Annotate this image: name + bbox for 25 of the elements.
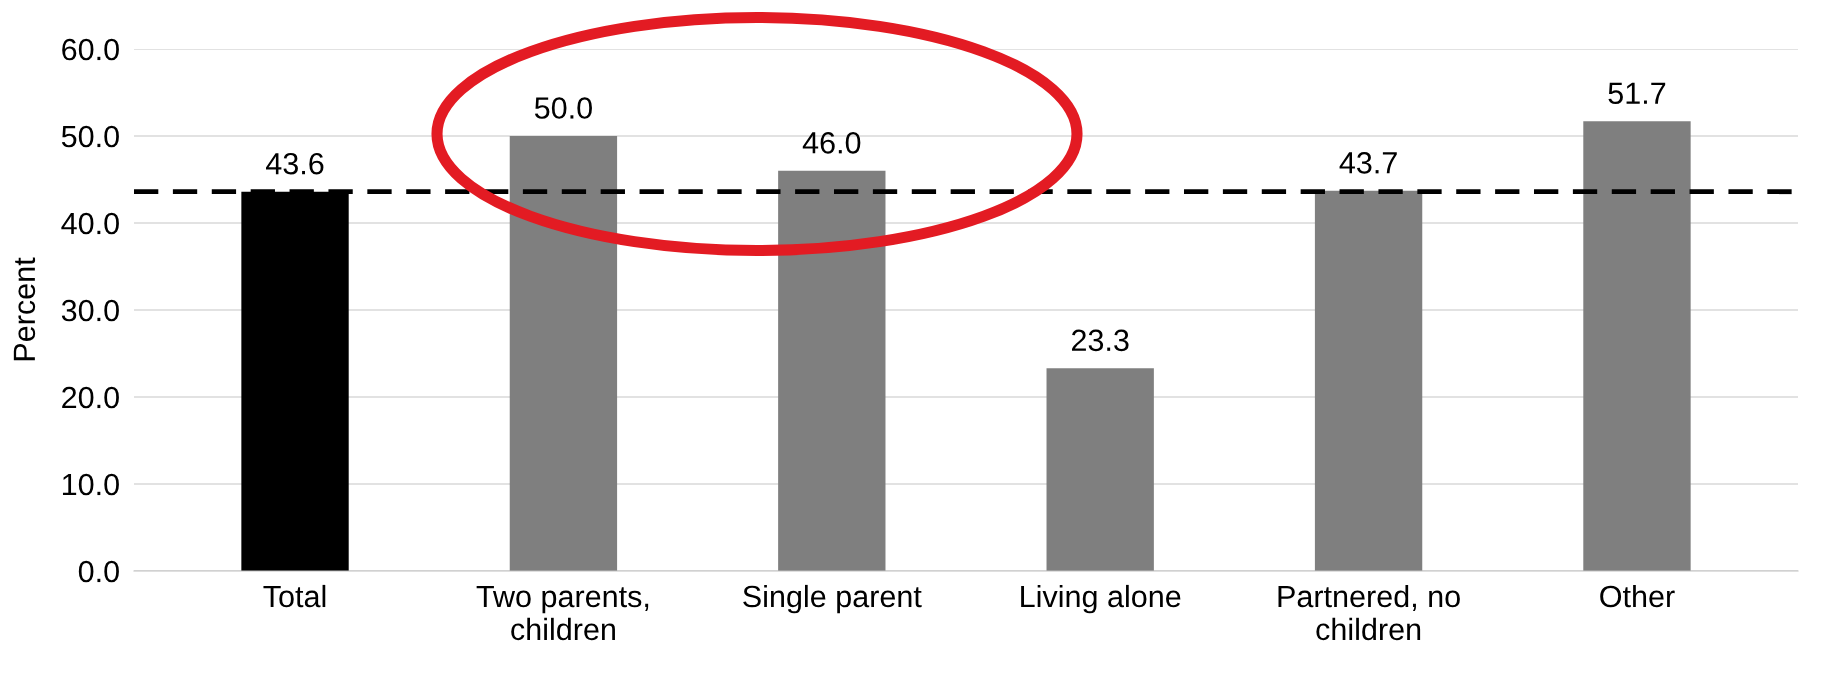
y-axis-title: Percent [13, 257, 36, 361]
bar [1314, 190, 1423, 571]
data-label: 51.7 [1608, 82, 1666, 105]
x-tick-label: Single parent [743, 584, 922, 614]
x-tick-label: Partnered, no children [1278, 584, 1460, 641]
y-tick-label: 30.0 [61, 299, 119, 322]
data-label: 43.7 [1339, 152, 1397, 174]
y-tick-label: 20.0 [62, 386, 119, 409]
y-tick-label: 10.0 [62, 473, 119, 496]
bar [509, 136, 618, 571]
x-tick-label: Living alone [1021, 584, 1181, 614]
data-label: 50.0 [534, 97, 592, 119]
bar [1046, 368, 1154, 571]
data-label: 46.0 [802, 132, 861, 154]
y-tick-label: 40.0 [61, 212, 119, 235]
x-tick-label: Total [263, 584, 326, 608]
y-tick-label: 50.0 [61, 125, 119, 148]
y-tick-label: 60.0 [62, 38, 119, 61]
data-label: 43.6 [266, 152, 324, 175]
bar [778, 170, 886, 571]
data-label: 23.3 [1072, 329, 1129, 352]
y-tick-label: 0.0 [78, 560, 119, 583]
x-tick-label: Other [1600, 584, 1675, 608]
x-tick-label: Two parents, children [476, 586, 649, 641]
bar [1583, 121, 1691, 571]
